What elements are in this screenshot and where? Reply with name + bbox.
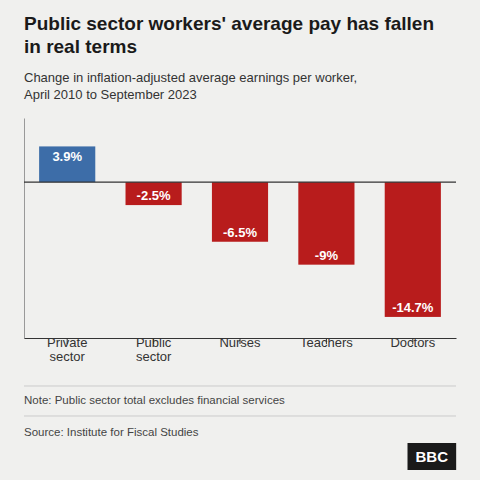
data-label: -6.5% xyxy=(223,225,257,240)
x-axis: PrivatesectorPublicsectorNursesTeachersD… xyxy=(25,335,457,364)
logo-box xyxy=(408,443,457,470)
text-line: in real terms xyxy=(24,36,137,57)
background xyxy=(0,0,480,480)
source: Source: Institute for Fiscal Studies xyxy=(24,426,199,438)
data-labels: 3.9% -2.5% -6.5% -9% -14.7% xyxy=(52,149,433,315)
tick: Doctors xyxy=(390,335,435,350)
divider xyxy=(24,416,456,417)
text-line: Teachers xyxy=(300,335,353,350)
bars xyxy=(39,146,441,317)
bar xyxy=(385,182,441,317)
note: Note: Public sector total excludes finan… xyxy=(24,394,285,406)
bar xyxy=(298,182,354,265)
text-line: Private xyxy=(47,335,87,350)
chart: Public sector workers' average pay has f… xyxy=(0,0,480,480)
zero-line xyxy=(24,182,456,183)
bar xyxy=(39,146,95,182)
subtitle: Change in inflation-adjusted average ear… xyxy=(24,70,357,102)
data-label: -14.7% xyxy=(392,300,434,315)
divider xyxy=(24,386,456,387)
bar xyxy=(126,182,182,205)
data-label: 3.9% xyxy=(52,149,82,164)
tick: Privatesector xyxy=(47,335,87,364)
text-line: April 2010 to September 2023 xyxy=(24,87,197,102)
bar xyxy=(212,182,268,242)
text-line: Doctors xyxy=(390,335,435,350)
data-label: -9% xyxy=(315,248,339,263)
text-line: Nurses xyxy=(219,335,261,350)
logo: BBC xyxy=(408,443,457,470)
text-line: Change in inflation-adjusted average ear… xyxy=(24,70,357,85)
tick-label: Doctors xyxy=(390,335,435,350)
data-label: -2.5% xyxy=(137,188,171,203)
tick-label: Nurses xyxy=(219,335,261,350)
y-axis xyxy=(24,119,25,339)
tick-label: Privatesector xyxy=(47,335,87,364)
text-line: sector xyxy=(136,349,172,364)
tick: Nurses xyxy=(219,335,261,350)
tick-label: Publicsector xyxy=(136,335,172,364)
text-line: sector xyxy=(49,349,85,364)
tick-label: Teachers xyxy=(300,335,353,350)
y-axis-line xyxy=(24,119,25,339)
tick: Teachers xyxy=(300,335,353,350)
title: Public sector workers' average pay has f… xyxy=(24,13,434,57)
logo-text: BBC xyxy=(416,448,449,465)
text-line: Public sector workers' average pay has f… xyxy=(24,13,434,34)
text-line: Public xyxy=(136,335,172,350)
tick: Publicsector xyxy=(136,335,172,364)
